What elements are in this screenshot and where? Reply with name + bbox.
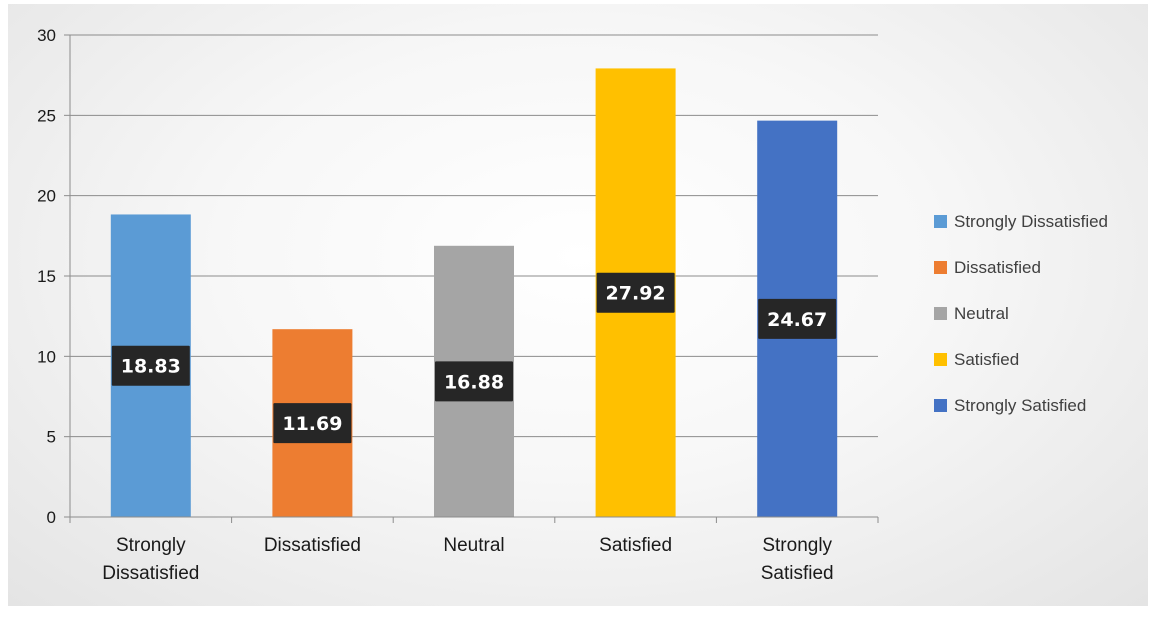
data-label-box <box>435 361 513 402</box>
bar-chart: 0 5 10 15 20 25 30 Strongly Dissatisfied Dissatis… <box>37 26 1108 584</box>
data-label-box <box>273 403 352 444</box>
legend-swatch <box>934 399 947 412</box>
legend-label: Dissatisfied <box>954 258 1041 277</box>
x-tick-label-line: Strongly <box>762 535 832 556</box>
data-label: 16.88 <box>435 361 513 402</box>
legend-item: Dissatisfied <box>934 258 1041 277</box>
data-label-text: 24.67 <box>767 309 827 331</box>
legend-item: Neutral <box>934 304 1009 323</box>
data-label-box <box>596 272 675 313</box>
x-tick-label-line: Satisfied <box>761 563 834 584</box>
legend-label: Neutral <box>954 304 1009 323</box>
legend-swatch <box>934 261 947 274</box>
data-label-box <box>111 345 190 386</box>
x-tick-label: Dissatisfied <box>264 535 361 556</box>
x-tick-label-line: Strongly <box>116 535 186 556</box>
y-tick-label: 25 <box>37 106 56 125</box>
legend: Strongly Dissatisfied Dissatisfied Neutral… <box>934 212 1108 415</box>
legend-item: Satisfied <box>934 350 1019 369</box>
chart-area: 0 5 10 15 20 25 30 Strongly Dissatisfied Dissatis… <box>8 4 1148 606</box>
x-tick-label-line: Dissatisfied <box>102 563 199 584</box>
legend-swatch <box>934 307 947 320</box>
y-tick-label: 0 <box>47 508 56 527</box>
y-tick-label: 5 <box>47 428 56 447</box>
x-tick-label: Strongly Dissatisfied <box>102 535 199 584</box>
legend-item: Strongly Dissatisfied <box>934 212 1108 231</box>
data-labels: 18.83 11.69 16.88 27.92 24.67 <box>111 272 837 444</box>
y-tick-label: 20 <box>37 187 56 206</box>
data-label-box <box>758 298 837 339</box>
axes: 0 5 10 15 20 25 30 Strongly Dissatisfied Dissatis… <box>37 26 879 584</box>
legend-swatch <box>934 215 947 228</box>
data-label: 27.92 <box>596 272 675 313</box>
x-tick-label-line: Satisfied <box>599 535 672 556</box>
legend-label: Strongly Dissatisfied <box>954 212 1108 231</box>
bars <box>110 68 838 518</box>
x-tick-label-line: Neutral <box>443 535 504 556</box>
y-tick-label: 30 <box>37 26 56 45</box>
data-label: 24.67 <box>758 298 837 339</box>
x-tick-label: Satisfied <box>599 535 672 556</box>
x-tick-label: Strongly Satisfied <box>761 535 834 584</box>
legend-label: Satisfied <box>954 350 1019 369</box>
data-label: 11.69 <box>273 403 352 444</box>
data-label-text: 11.69 <box>282 413 342 435</box>
x-tick-label: Neutral <box>443 535 504 556</box>
y-tick-label: 15 <box>37 267 56 286</box>
y-tick-label: 10 <box>37 347 56 366</box>
x-tick-label-line: Dissatisfied <box>264 535 361 556</box>
data-label-text: 27.92 <box>606 283 666 305</box>
data-label-text: 18.83 <box>121 356 181 378</box>
data-label-text: 16.88 <box>444 371 504 393</box>
data-label: 18.83 <box>111 345 190 386</box>
legend-item: Strongly Satisfied <box>934 396 1086 415</box>
legend-label: Strongly Satisfied <box>954 396 1086 415</box>
legend-swatch <box>934 353 947 366</box>
